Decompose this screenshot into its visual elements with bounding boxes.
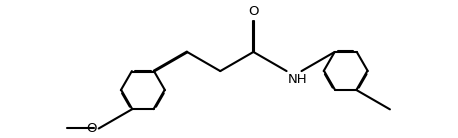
Text: O: O xyxy=(87,122,97,135)
Text: O: O xyxy=(248,5,259,18)
Text: NH: NH xyxy=(288,73,308,86)
